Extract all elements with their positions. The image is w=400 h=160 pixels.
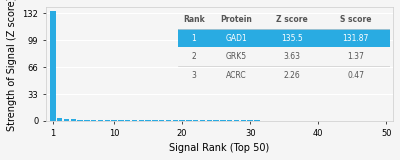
Bar (261, 120, 266, 121)
Bar (200, 120, 205, 121)
Bar (179, 120, 185, 121)
Bar (166, 120, 171, 121)
Bar (57, 118, 62, 121)
Bar (275, 120, 280, 121)
Bar (138, 120, 144, 121)
Bar (132, 120, 137, 121)
X-axis label: Signal Rank (Top 50): Signal Rank (Top 50) (170, 143, 270, 153)
Bar (254, 120, 260, 121)
Bar (234, 120, 239, 121)
Bar (118, 120, 124, 121)
Bar (91, 120, 96, 121)
Bar (159, 120, 164, 121)
Bar (220, 120, 226, 121)
Bar (125, 120, 130, 121)
Bar (268, 120, 273, 121)
Bar (77, 120, 83, 121)
Y-axis label: Strength of Signal (Z score): Strength of Signal (Z score) (7, 0, 17, 131)
Bar (84, 120, 90, 121)
Bar (152, 120, 158, 121)
Bar (214, 120, 219, 121)
Bar (70, 119, 76, 121)
Bar (227, 120, 232, 121)
Bar (193, 120, 198, 121)
Bar (98, 120, 103, 121)
Bar (186, 120, 192, 121)
Bar (282, 120, 287, 121)
Bar (248, 120, 253, 121)
Bar (207, 120, 212, 121)
Bar (145, 120, 151, 121)
Bar (172, 120, 178, 121)
Bar (64, 119, 69, 121)
Bar (50, 11, 56, 121)
Bar (104, 120, 110, 121)
Bar (111, 120, 117, 121)
Bar (241, 120, 246, 121)
